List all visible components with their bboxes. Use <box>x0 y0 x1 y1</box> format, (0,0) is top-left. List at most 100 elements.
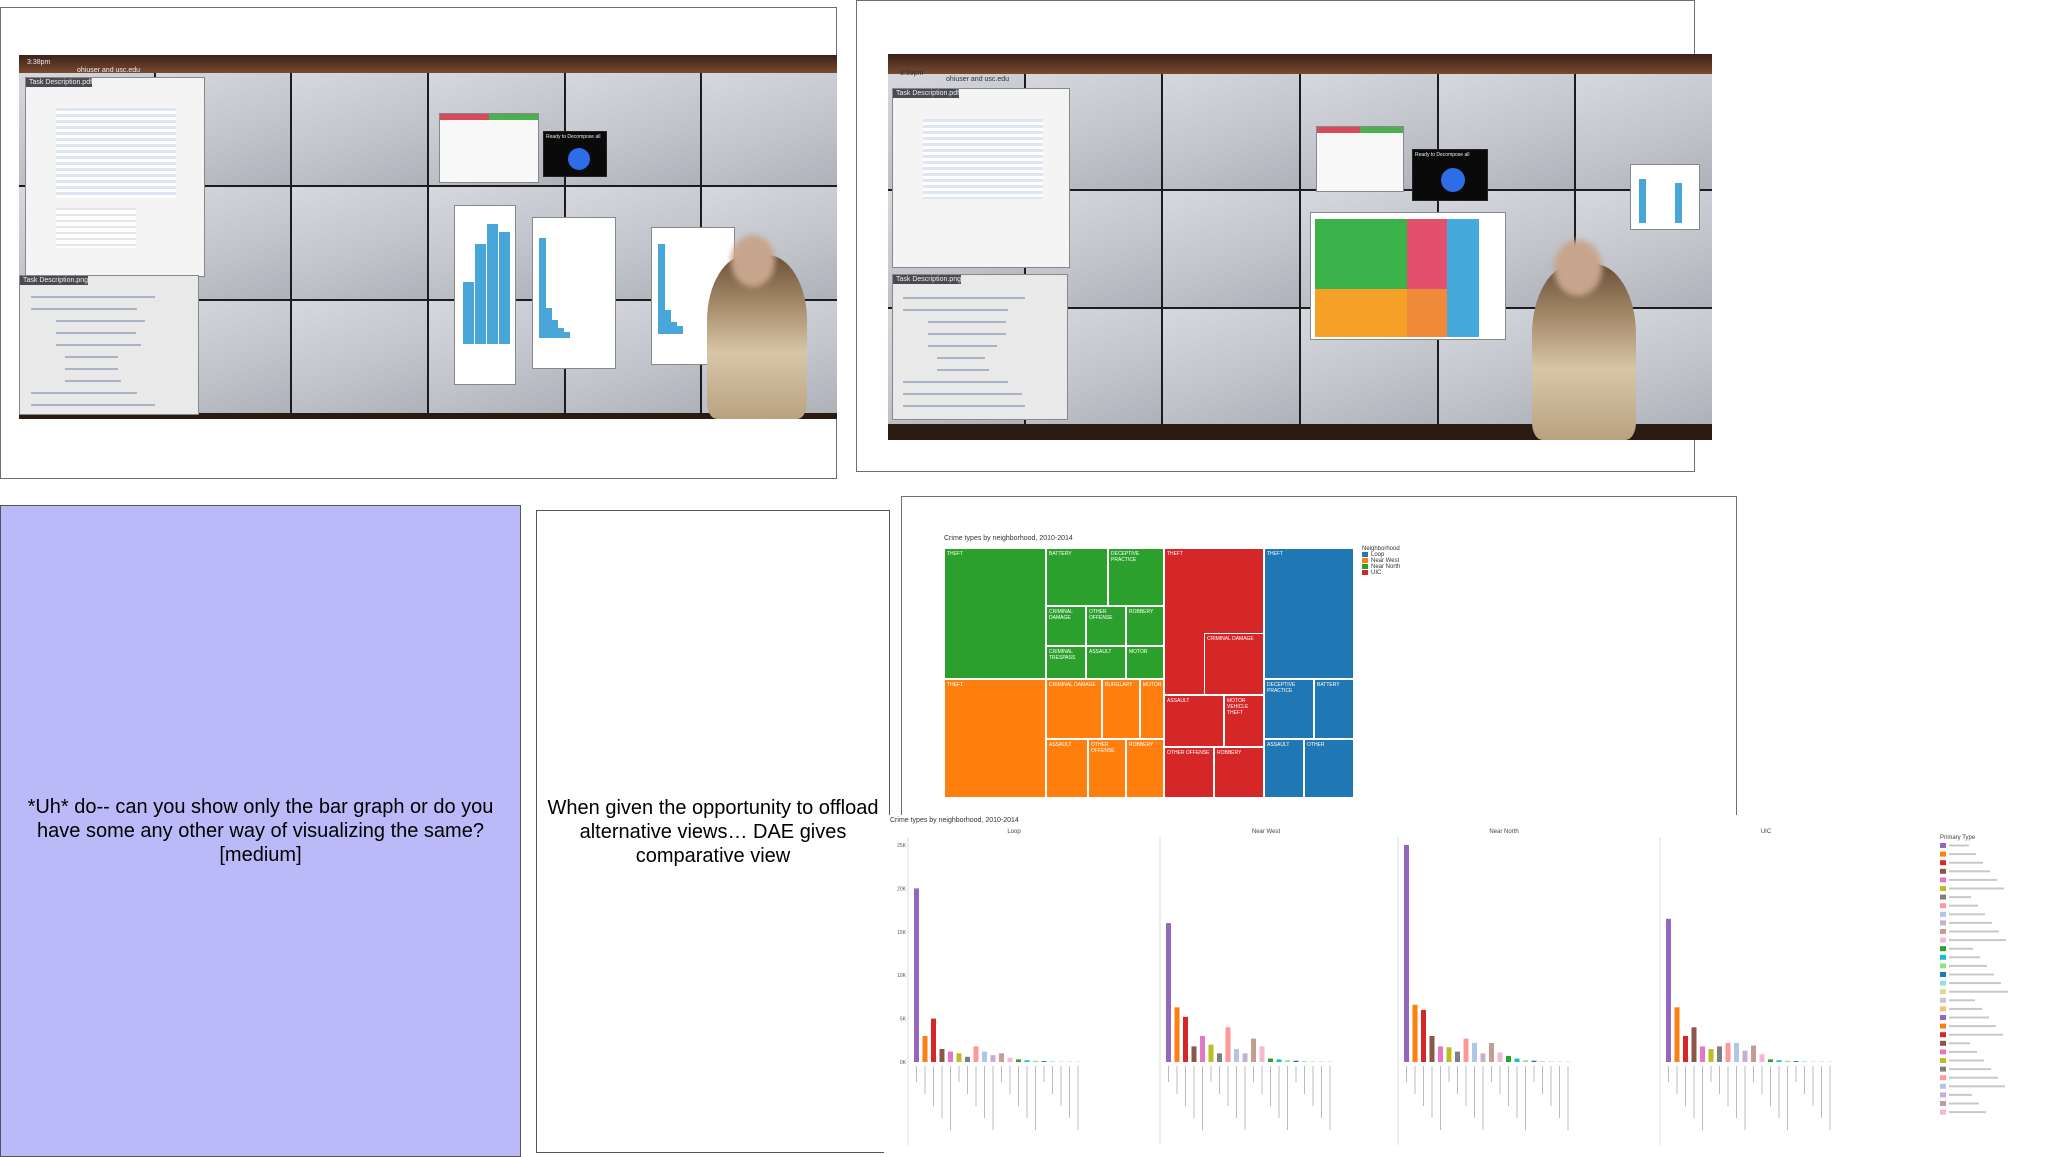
png-window: Task Description.png <box>19 275 199 415</box>
bar <box>1412 1004 1418 1062</box>
legend-swatch <box>1940 1092 1946 1098</box>
host-label: ohiuser and usc.edu <box>946 76 1010 83</box>
treemap-legend-item: UIC <box>1362 570 1400 576</box>
bar <box>1708 1048 1714 1062</box>
treemap-legend-item: Near West <box>1362 558 1400 564</box>
legend-label <box>1949 973 1994 976</box>
bar <box>1717 1046 1722 1062</box>
bar <box>1548 1061 1554 1062</box>
popup-text: Ready to Decompose all <box>1415 152 1470 158</box>
legend-label <box>1949 853 1976 856</box>
bar <box>1024 1060 1030 1062</box>
bar <box>1174 1007 1180 1062</box>
bar <box>1531 1060 1537 1062</box>
bar <box>1166 923 1171 1062</box>
bar <box>1776 1060 1782 1062</box>
bar <box>1446 1047 1452 1062</box>
legend-swatch <box>1940 937 1946 943</box>
bar <box>999 1053 1004 1062</box>
treemap-legend-item: Near North <box>1362 564 1400 570</box>
bar <box>1514 1058 1520 1062</box>
bar <box>1438 1046 1443 1062</box>
bar <box>1472 1042 1477 1062</box>
bar <box>1302 1061 1307 1062</box>
legend-label <box>1949 896 1971 899</box>
bar <box>1463 1038 1469 1062</box>
legend-label <box>1949 1025 1996 1028</box>
legend-swatch <box>1940 972 1946 977</box>
bar <box>1276 1059 1282 1062</box>
legend-label <box>1949 947 1973 950</box>
legend-swatch <box>1940 920 1946 926</box>
legend-label <box>1949 844 1969 847</box>
bar <box>948 1051 953 1062</box>
bar <box>1725 1042 1731 1062</box>
facet-title: Loop <box>1007 829 1021 835</box>
png-window: Task Description.png <box>892 274 1068 420</box>
legend-swatch <box>1940 1058 1946 1063</box>
bar <box>1506 1055 1511 1062</box>
legend-swatch <box>1940 980 1946 986</box>
y-tick-label: 0K <box>900 1060 907 1066</box>
bar <box>1259 1046 1265 1062</box>
quote-text: *Uh* do-- can you show only the bar grap… <box>27 796 494 866</box>
bar <box>1489 1042 1494 1062</box>
bar <box>1293 1060 1299 1062</box>
popup-text: Ready to Decompose all <box>546 134 601 140</box>
bar <box>1802 1061 1807 1062</box>
host-label: ohiuser and usc.edu <box>77 67 141 74</box>
bar <box>1285 1060 1290 1062</box>
pdf-window-title: Task Description.pdf <box>893 89 960 98</box>
bar <box>1785 1060 1790 1062</box>
legend-swatch <box>1940 1109 1946 1115</box>
decompose-popup: Ready to Decompose all <box>1412 149 1488 201</box>
legend-swatch <box>1940 929 1946 934</box>
bar <box>1768 1059 1773 1062</box>
bar <box>1480 1053 1486 1062</box>
caption-box: When given the opportunity to offload al… <box>536 510 890 1153</box>
bar <box>1234 1048 1239 1062</box>
legend-swatch <box>1940 851 1946 857</box>
bar <box>1319 1061 1324 1062</box>
legend-label <box>1949 990 2008 993</box>
bar <box>1683 1035 1688 1062</box>
legend-label <box>1949 982 2001 985</box>
treemap-legend: Neighborhood Loop Near West Near North U… <box>1362 546 1400 576</box>
bar <box>1759 1054 1765 1062</box>
clock: 3:38pm <box>27 59 51 66</box>
legend-label <box>1949 870 1990 873</box>
legend-swatch <box>1940 868 1946 874</box>
legend-label <box>1949 878 1997 881</box>
bar <box>1742 1050 1748 1062</box>
faceted-bar-chart: 25K 20K 15K 10K 5K 0K Loop Near West Near North U… <box>897 829 2008 1145</box>
bar <box>1666 918 1671 1062</box>
bar <box>1523 1060 1528 1062</box>
bar <box>1674 1007 1680 1062</box>
bar <box>1242 1053 1248 1062</box>
bar <box>1191 1046 1197 1062</box>
legend-label <box>1949 913 1985 916</box>
bar <box>1200 1035 1205 1062</box>
bar <box>939 1048 945 1062</box>
legend-label <box>1949 1076 1998 1079</box>
bar <box>1557 1061 1562 1062</box>
treemap-title: Crime types by neighborhood, 2010-2014 <box>944 535 1073 542</box>
clock: 3:59pm <box>900 70 924 77</box>
treemap-frame: Crime types by neighborhood, 2010-2014 T… <box>901 496 1737 818</box>
bar <box>1421 1009 1426 1062</box>
small-graph-window <box>1630 164 1700 230</box>
bar <box>1310 1061 1316 1062</box>
treemap-legend-title: Neighborhood <box>1362 546 1400 552</box>
legend-swatch <box>1940 860 1946 866</box>
bar <box>965 1056 970 1062</box>
legend-label <box>1949 956 1980 959</box>
person-head <box>1554 240 1602 296</box>
legend-label <box>1949 1042 1970 1045</box>
bar-panel-title: Crime types by neighborhood, 2010-2014 <box>890 817 1019 824</box>
legend-swatch <box>1940 1040 1946 1046</box>
y-tick-label: 5K <box>900 1017 907 1023</box>
y-tick-label: 15K <box>897 930 907 936</box>
legend-swatch <box>1940 1023 1946 1029</box>
legend-swatch <box>1940 877 1946 883</box>
legend-label <box>1949 887 2004 890</box>
